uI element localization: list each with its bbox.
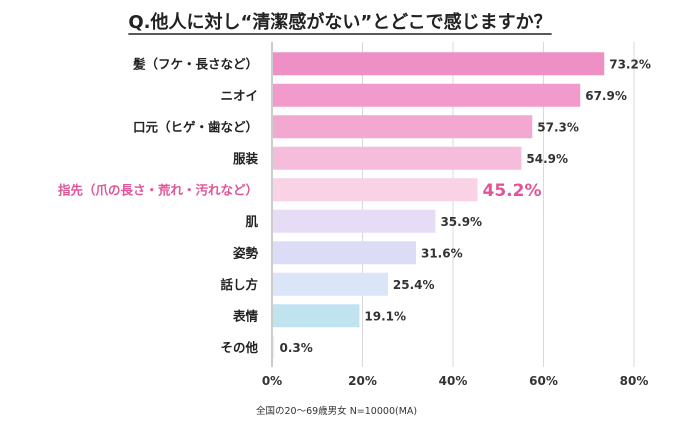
value-label: 54.9% bbox=[526, 152, 568, 166]
category-label: 表情 bbox=[232, 308, 259, 323]
bar bbox=[273, 146, 522, 170]
value-label: 57.3% bbox=[537, 120, 579, 134]
category-label: 服装 bbox=[233, 151, 259, 166]
bar bbox=[273, 115, 533, 139]
x-tick-label: 20% bbox=[348, 374, 377, 388]
value-label: 19.1% bbox=[364, 309, 406, 323]
value-label: 73.2% bbox=[609, 57, 651, 71]
x-tick-label: 0% bbox=[262, 374, 282, 388]
category-label: その他 bbox=[220, 340, 258, 355]
bar bbox=[273, 83, 581, 107]
value-label: 35.9% bbox=[440, 215, 482, 229]
bar bbox=[273, 272, 388, 296]
category-label: 肌 bbox=[244, 214, 258, 229]
category-label: 指先（爪の長さ・荒れ・汚れなど） bbox=[58, 182, 258, 197]
bar bbox=[273, 52, 605, 76]
x-tick-label: 60% bbox=[529, 374, 558, 388]
value-label: 25.4% bbox=[393, 278, 435, 292]
bar bbox=[273, 209, 436, 233]
chart-note: 全国の20～69歳男女 N=10000(MA) bbox=[256, 405, 417, 417]
category-label: 話し方 bbox=[220, 277, 258, 292]
value-label: 31.6% bbox=[421, 246, 463, 260]
bars: 髪（フケ・長さなど） 73.2% ニオイ 67.9% 口元（ヒゲ・歯など） 57.3% 服装… bbox=[58, 52, 651, 359]
x-axis: 0% 20% 40% 60% 80% bbox=[262, 374, 649, 388]
value-label: 45.2% bbox=[483, 181, 542, 201]
category-label: 姿勢 bbox=[233, 245, 259, 260]
category-label: ニオイ bbox=[220, 88, 258, 103]
value-label: 0.3% bbox=[280, 341, 313, 355]
category-label: 髪（フケ・長さなど） bbox=[132, 56, 258, 71]
bar bbox=[273, 178, 478, 202]
x-tick-label: 80% bbox=[620, 374, 649, 388]
value-label: 67.9% bbox=[585, 89, 627, 103]
category-label: 口元（ヒゲ・歯など） bbox=[133, 119, 258, 134]
chart-title: Q.他人に対し“清潔感がない”とどこで感じますか？ bbox=[128, 11, 551, 33]
bar bbox=[273, 335, 275, 359]
x-tick-label: 40% bbox=[439, 374, 468, 388]
bar bbox=[273, 304, 360, 328]
bar bbox=[273, 241, 416, 265]
